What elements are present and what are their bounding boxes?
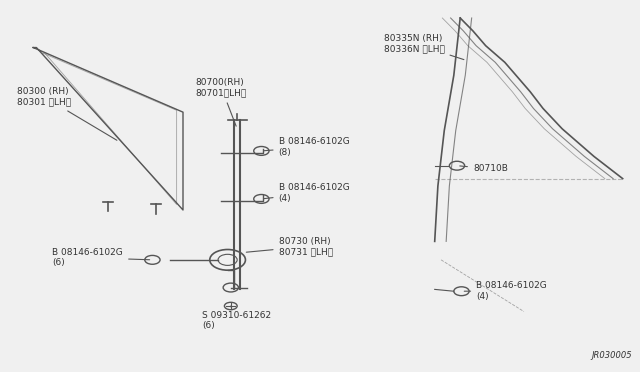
Text: 80700(RH)
80701〈LH〉: 80700(RH) 80701〈LH〉 [196, 78, 247, 126]
Text: 80730 (RH)
80731 〈LH〉: 80730 (RH) 80731 〈LH〉 [246, 237, 333, 256]
Text: 80710B: 80710B [460, 164, 508, 173]
Text: 80300 (RH)
80301 〈LH〉: 80300 (RH) 80301 〈LH〉 [17, 87, 117, 140]
Text: S 09310-61262
(6): S 09310-61262 (6) [202, 306, 271, 330]
Text: B 08146-6102G
(4): B 08146-6102G (4) [464, 281, 547, 301]
Text: 80335N (RH)
80336N 〈LH〉: 80335N (RH) 80336N 〈LH〉 [384, 34, 464, 60]
Text: B 08146-6102G
(6): B 08146-6102G (6) [52, 248, 150, 267]
Text: B 08146-6102G
(8): B 08146-6102G (8) [264, 137, 349, 157]
Text: JR030005: JR030005 [591, 350, 632, 359]
Text: B 08146-6102G
(4): B 08146-6102G (4) [264, 183, 349, 203]
